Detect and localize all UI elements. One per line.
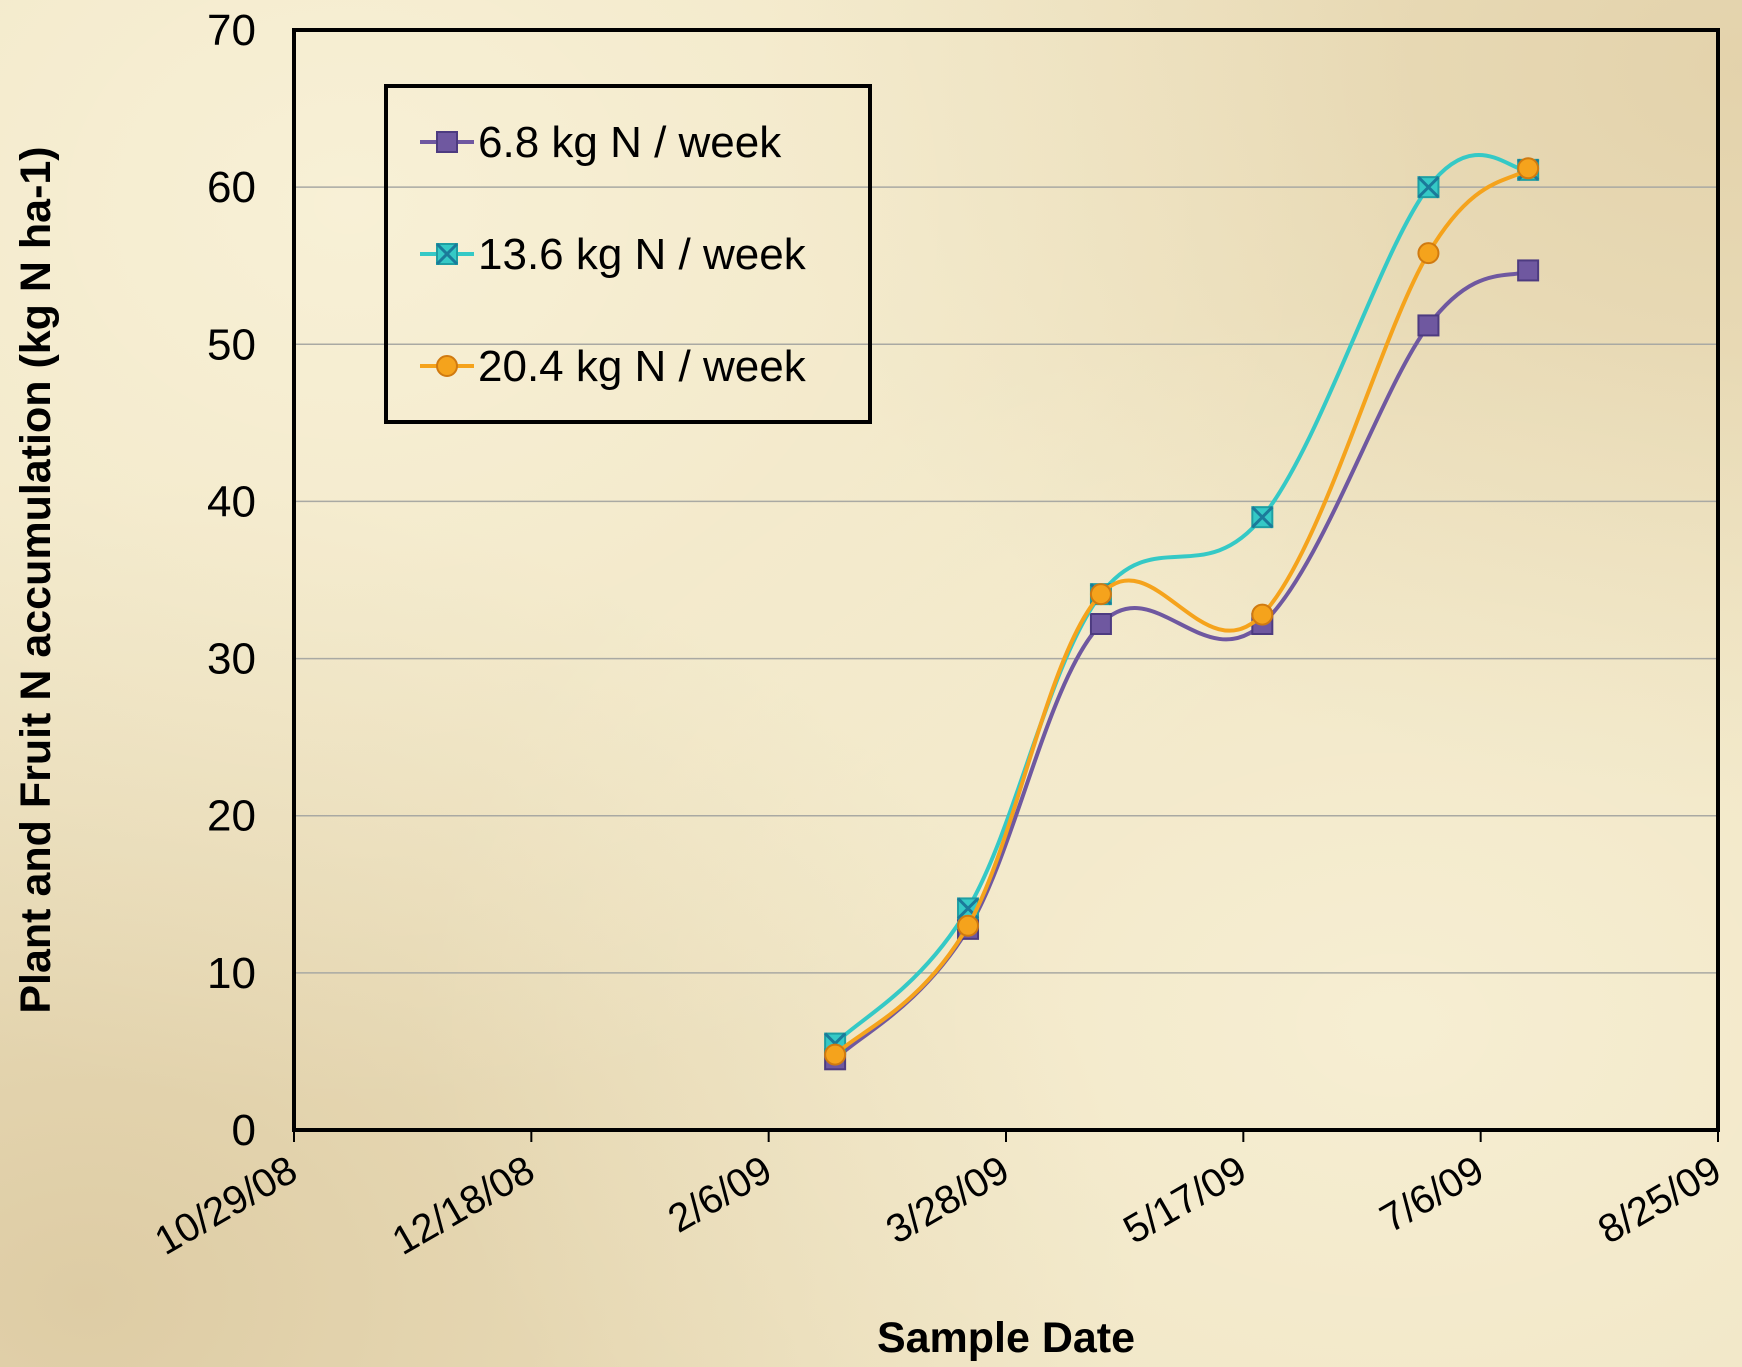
legend-item: 20.4 kg N / week — [420, 342, 807, 391]
x-tick-label: 7/6/09 — [1373, 1148, 1491, 1242]
legend-box — [384, 84, 872, 424]
legend: 6.8 kg N / week 13.6 kg N / week 20.4 kg N… — [384, 84, 872, 424]
y-tick-label: 50 — [207, 320, 256, 369]
plot-frame — [292, 28, 1720, 1132]
y-tick-label: 40 — [207, 477, 256, 526]
data-point — [957, 914, 980, 937]
y-tick-label: 30 — [207, 635, 256, 684]
gridlines — [294, 186, 1718, 974]
x-tick-label: 5/17/09 — [1116, 1148, 1254, 1253]
data-point — [1089, 583, 1112, 606]
marker-cross — [435, 242, 459, 266]
x-tick-label: 2/6/09 — [661, 1148, 779, 1242]
data-point — [1417, 176, 1440, 199]
series-line — [833, 166, 1530, 1057]
legend-swatch-marker — [436, 355, 458, 377]
data-point — [1251, 506, 1274, 529]
y-tick-label: 70 — [207, 6, 256, 55]
x-tick-label: 8/25/09 — [1591, 1148, 1729, 1253]
legend-item: 6.8 kg N / week — [420, 118, 782, 167]
series — [824, 157, 1540, 1066]
series-group — [824, 152, 1540, 1071]
data-point — [1251, 603, 1274, 626]
marker-cross — [1417, 176, 1440, 199]
data-point — [1089, 613, 1112, 635]
data-point — [1417, 314, 1440, 337]
y-tick-label: 10 — [207, 949, 256, 998]
legend-label: 13.6 kg N / week — [478, 230, 807, 279]
y-tick-label: 20 — [207, 792, 256, 841]
x-tick-label: 3/28/09 — [879, 1148, 1017, 1253]
marker-cross — [1251, 506, 1274, 529]
data-point — [1517, 259, 1540, 282]
y-tick-label: 0 — [232, 1106, 256, 1155]
series — [824, 152, 1540, 1055]
y-tick-label: 60 — [207, 163, 256, 212]
legend-items: 6.8 kg N / week 13.6 kg N / week 20.4 kg N… — [420, 118, 807, 391]
y-axis-ticks: 0 10 20 30 40 50 60 70 — [207, 6, 256, 1155]
x-tick-label: 12/18/08 — [385, 1148, 542, 1264]
legend-label: 20.4 kg N / week — [478, 342, 807, 391]
data-point — [1517, 157, 1540, 180]
legend-label: 6.8 kg N / week — [478, 118, 782, 167]
series — [824, 259, 1540, 1071]
x-axis-title: Sample Date — [877, 1314, 1135, 1362]
x-tick-label: 10/29/08 — [148, 1148, 305, 1264]
series-line — [833, 268, 1530, 1061]
series-line — [833, 152, 1529, 1045]
legend-item: 13.6 kg N / week — [420, 230, 807, 279]
legend-swatch-marker — [436, 131, 458, 153]
x-axis-ticks: 10/29/08 12/18/08 2/6/09 3/28/09 5/17/09 7/6/… — [148, 1130, 1729, 1264]
data-point — [824, 1043, 847, 1066]
legend-swatch-marker — [435, 242, 459, 266]
y-axis-title: Plant and Fruit N accumulation (kg N ha-… — [12, 146, 60, 1013]
data-point — [1417, 242, 1440, 265]
